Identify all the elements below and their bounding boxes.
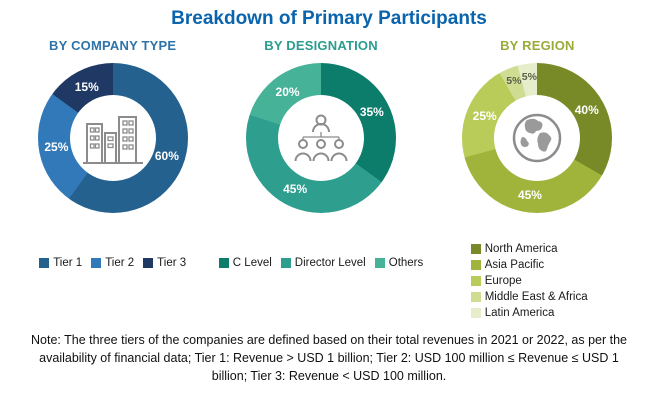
slice-label: 40% (574, 102, 599, 117)
donut-chart: 60% 25% 15% (37, 63, 188, 213)
donut-chart: 35% 45% 20% (246, 63, 397, 213)
legend-label: Latin America (484, 307, 555, 319)
legend-label: Tier 1 (53, 257, 83, 269)
legend-swatch (470, 276, 481, 286)
legend-label: C Level (232, 257, 272, 269)
charts-row: BY COMPANY TYPE 60% 25% 15% Tier 1 Tier 2 Tier… (0, 30, 658, 319)
legend-item: Latin America (470, 307, 588, 319)
legend-swatch (143, 258, 154, 268)
legend-swatch (39, 258, 50, 268)
legend-label: Europe (484, 275, 522, 287)
legend-label: Tier 2 (105, 257, 135, 269)
legend-swatch (280, 258, 291, 268)
legend-item: Asia Pacific (470, 259, 588, 271)
slice-label: 25% (472, 109, 497, 124)
legend-item: Tier 2 (91, 257, 134, 269)
chart-title: BY COMPANY TYPE (49, 38, 177, 53)
legend-item: Tier 1 (39, 257, 82, 269)
globe-icon (513, 113, 562, 163)
legend-swatch (470, 308, 481, 318)
legend-label: North America (484, 243, 558, 255)
legend-label: Middle East & Africa (484, 291, 588, 303)
footnote: Note: The three tiers of the companies a… (31, 333, 627, 384)
legend-swatch (470, 260, 481, 270)
slice-label: 15% (74, 80, 99, 95)
donut-center (278, 95, 365, 181)
legend: C Level Director Level Others (218, 257, 424, 269)
legend-swatch (91, 258, 102, 268)
slice-label: 5% (506, 75, 522, 88)
legend-label: Director Level (294, 257, 366, 269)
legend-item: Middle East & Africa (470, 291, 588, 303)
slice-label: 25% (44, 139, 69, 154)
donut-center (494, 95, 581, 181)
legend-label: Asia Pacific (484, 259, 545, 271)
org-people-icon (294, 114, 348, 162)
legend-label: Tier 3 (157, 257, 187, 269)
legend-item: Director Level (280, 257, 366, 269)
legend-item: North America (470, 243, 588, 255)
slice-label: 20% (275, 84, 300, 99)
legend-item: Tier 3 (143, 257, 186, 269)
legend-swatch (218, 258, 229, 268)
donut-center (69, 95, 156, 181)
legend-label: Others (388, 257, 424, 269)
legend-swatch (470, 244, 481, 254)
slice-label: 5% (521, 71, 537, 83)
legend-item: Europe (470, 275, 588, 287)
chart-by-company-type: BY COMPANY TYPE 60% 25% 15% Tier 1 Tier 2 Tier… (10, 32, 215, 269)
chart-title: BY DESIGNATION (264, 38, 378, 53)
buildings-icon (82, 116, 143, 164)
donut-chart: 40% 45% 25% 5% 5% (462, 63, 613, 213)
legend-item: Others (374, 257, 424, 269)
chart-by-designation: BY DESIGNATION 35% 45% 20% C Level Director L… (215, 32, 426, 269)
chart-by-region: BY REGION 40% 45% 25% 5% 5% North America Asia … (427, 32, 648, 319)
slice-label: 60% (154, 148, 179, 163)
slice-label: 35% (359, 105, 384, 120)
legend-item: C Level (218, 257, 272, 269)
chart-title: BY REGION (500, 38, 575, 53)
legend-swatch (470, 292, 481, 302)
slice-label: 45% (283, 181, 308, 196)
legend: North America Asia Pacific Europe Middle Ea… (470, 243, 588, 319)
slice-label: 45% (517, 187, 542, 202)
page-title: Breakdown of Primary Participants (171, 8, 487, 29)
legend-swatch (374, 258, 385, 268)
legend: Tier 1 Tier 2 Tier 3 (39, 257, 186, 269)
